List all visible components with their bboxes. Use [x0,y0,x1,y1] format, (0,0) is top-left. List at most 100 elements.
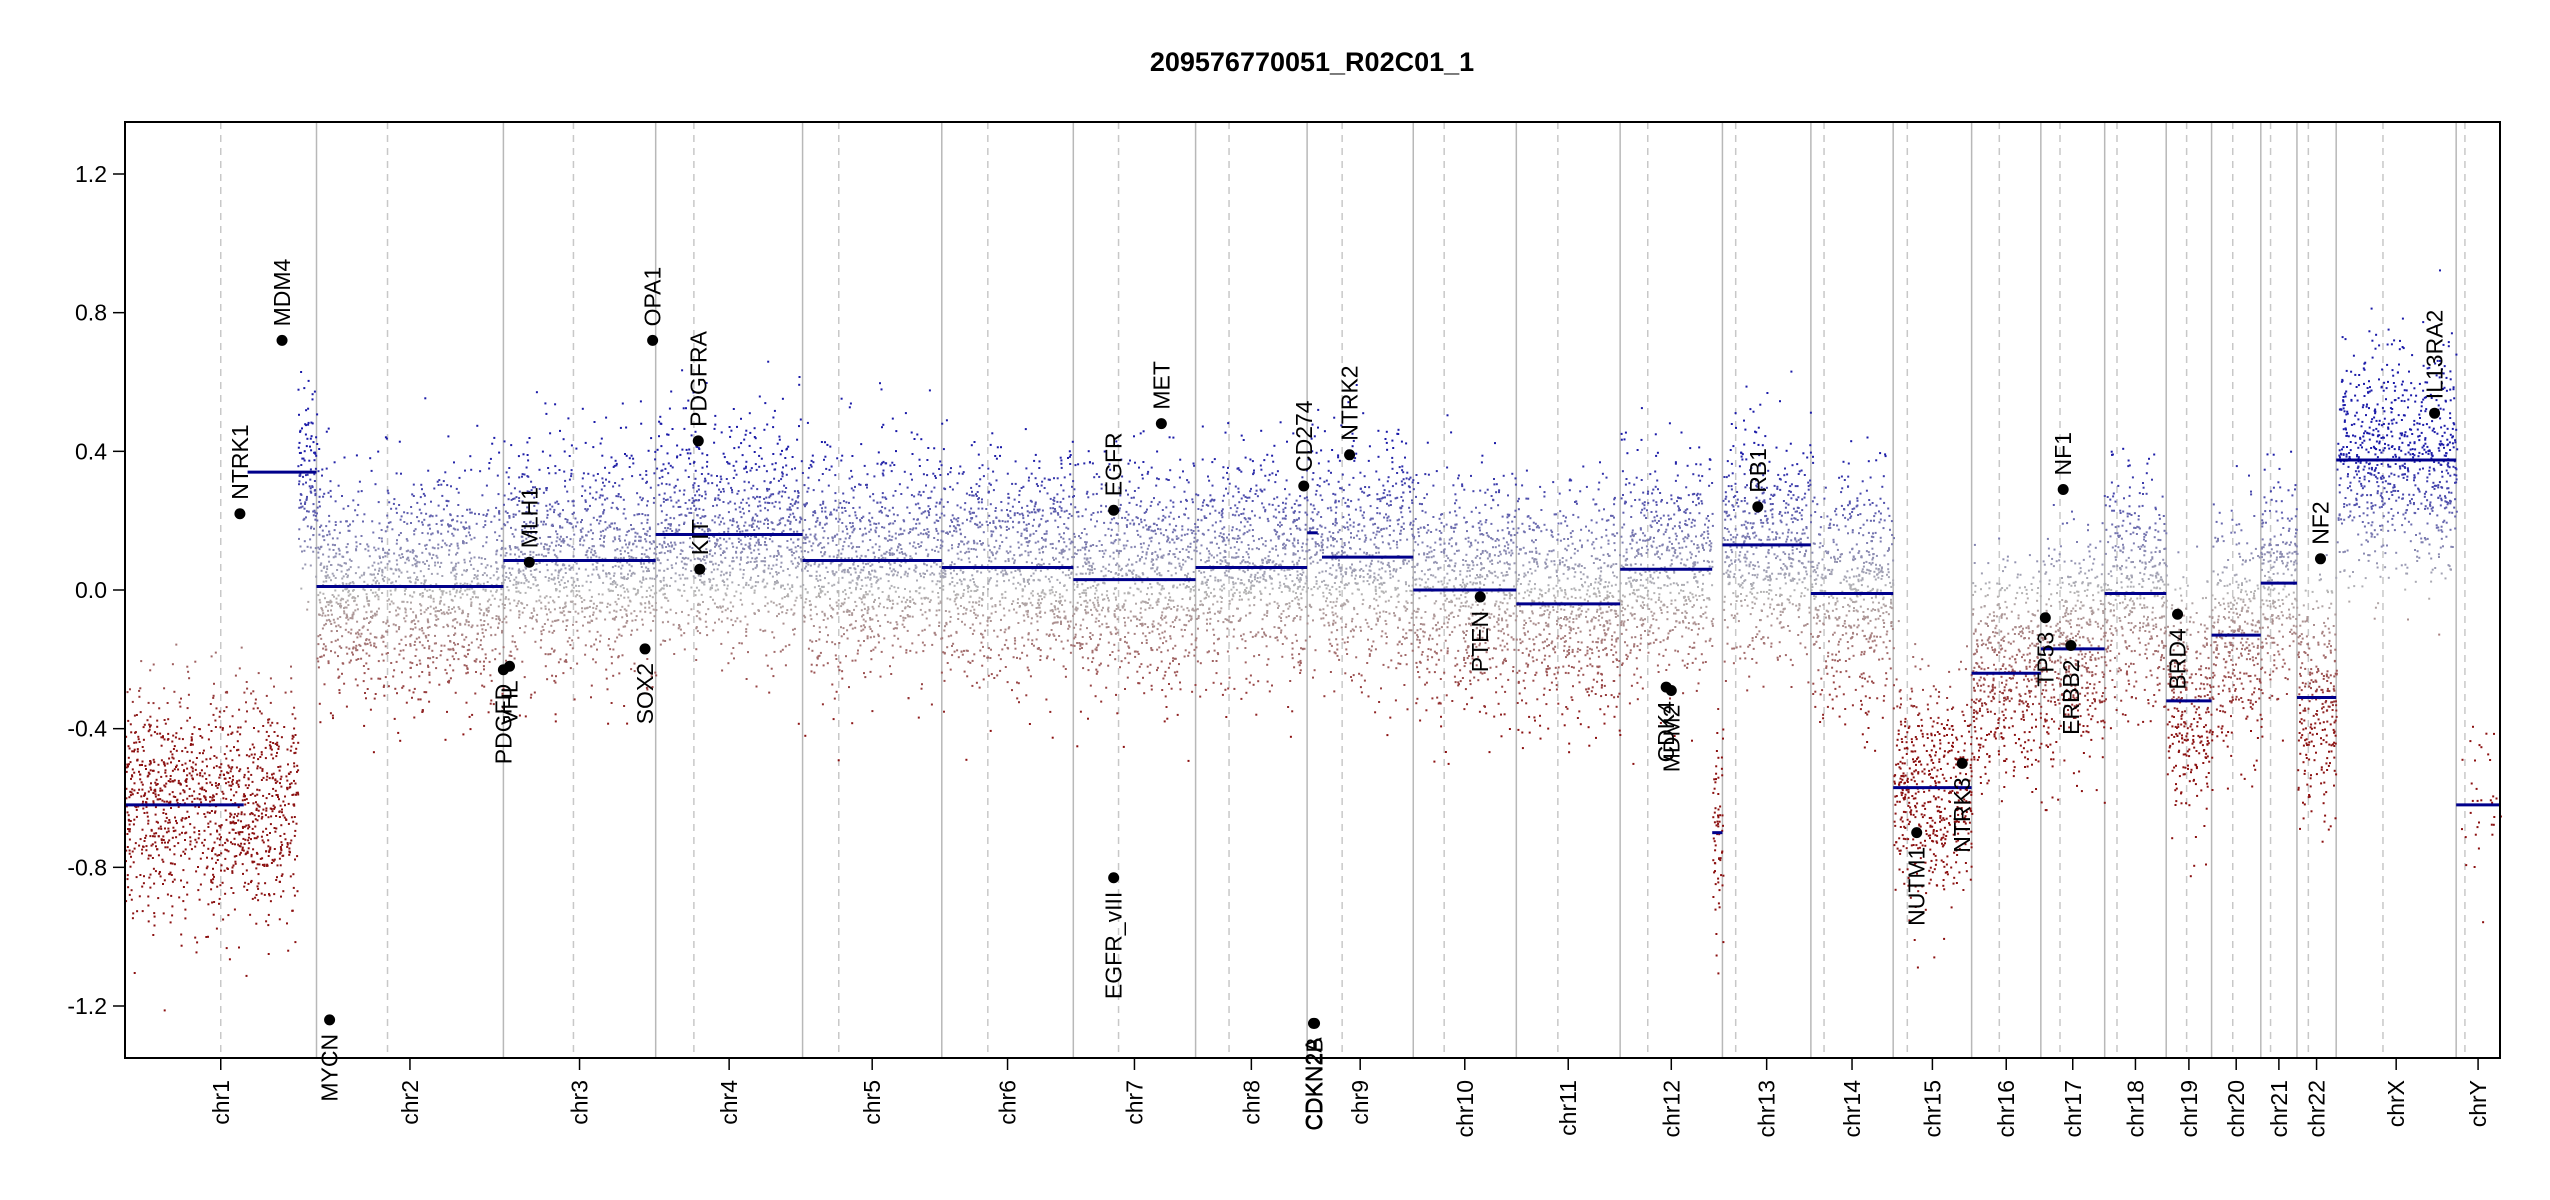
probe-point [175,799,178,802]
probe-point [570,576,573,579]
probe-point [748,510,751,513]
probe-point [765,470,768,473]
probe-point [225,782,227,785]
probe-point [730,486,733,489]
probe-point [688,545,691,548]
probe-point [694,572,697,575]
probe-point [600,534,603,537]
probe-point [484,524,487,526]
probe-point [625,454,628,457]
probe-point [469,455,472,458]
probe-point [399,739,402,742]
probe-point [772,493,775,496]
probe-point [322,612,325,615]
probe-point [202,749,205,752]
probe-point [342,575,345,578]
probe-point [510,526,512,529]
probe-point [507,476,510,479]
probe-point [404,607,407,610]
probe-point [127,828,129,830]
probe-point [182,869,185,872]
probe-point [642,528,645,530]
probe-point [729,500,732,503]
probe-point [161,799,164,802]
probe-point [594,498,597,501]
probe-point [377,677,380,680]
probe-point [243,825,246,828]
probe-point [679,577,682,580]
probe-point [342,555,345,558]
probe-point [502,581,505,584]
probe-point [589,504,591,507]
probe-point [688,499,691,502]
probe-point [768,488,771,491]
probe-point [231,870,234,873]
probe-point [786,568,789,570]
probe-point [732,605,735,608]
probe-point [893,520,896,523]
probe-point [264,757,267,760]
probe-point [607,588,610,591]
probe-point [850,542,853,545]
probe-point [421,709,424,711]
probe-point [821,507,823,510]
probe-point [684,469,687,472]
probe-point [326,565,329,568]
probe-point [758,465,761,468]
probe-point [695,648,698,651]
probe-point [423,646,426,649]
probe-point [501,631,503,634]
probe-point [282,800,285,803]
probe-point [716,484,718,487]
probe-point [517,455,520,458]
probe-point [386,599,389,602]
probe-point [727,511,730,514]
probe-point [916,433,919,436]
probe-point [173,853,176,856]
probe-point [689,452,692,455]
probe-point [264,802,266,805]
probe-point [306,545,309,548]
probe-point [562,509,564,512]
probe-point [487,623,490,626]
probe-point [678,589,681,592]
probe-point [669,524,672,527]
probe-point [367,604,370,607]
probe-point [312,534,315,536]
probe-point [226,867,229,870]
probe-point [469,728,472,731]
probe-point [314,511,317,514]
probe-point [663,584,666,587]
probe-point [891,553,894,556]
probe-point [726,461,729,463]
probe-point [205,867,208,870]
probe-point [803,557,806,560]
probe-point [436,572,439,575]
probe-point [496,539,499,541]
probe-point [610,506,613,509]
probe-point [631,619,634,622]
probe-point [381,577,384,580]
probe-point [349,632,352,635]
probe-point [394,624,397,627]
probe-point [648,541,651,544]
probe-point [135,815,138,818]
probe-point [747,481,750,484]
probe-point [656,574,658,577]
probe-point [190,739,193,742]
probe-point [833,583,836,586]
probe-point [237,831,240,834]
probe-point [481,684,484,687]
probe-point [833,697,836,700]
probe-point [642,562,645,565]
probe-point [585,509,588,512]
probe-point [480,639,482,642]
probe-point [174,736,177,739]
probe-point [279,782,281,785]
probe-point [699,579,702,582]
probe-point [623,590,626,593]
probe-point [647,561,650,564]
probe-point [615,495,618,498]
probe-point [510,655,513,657]
probe-point [470,563,473,566]
